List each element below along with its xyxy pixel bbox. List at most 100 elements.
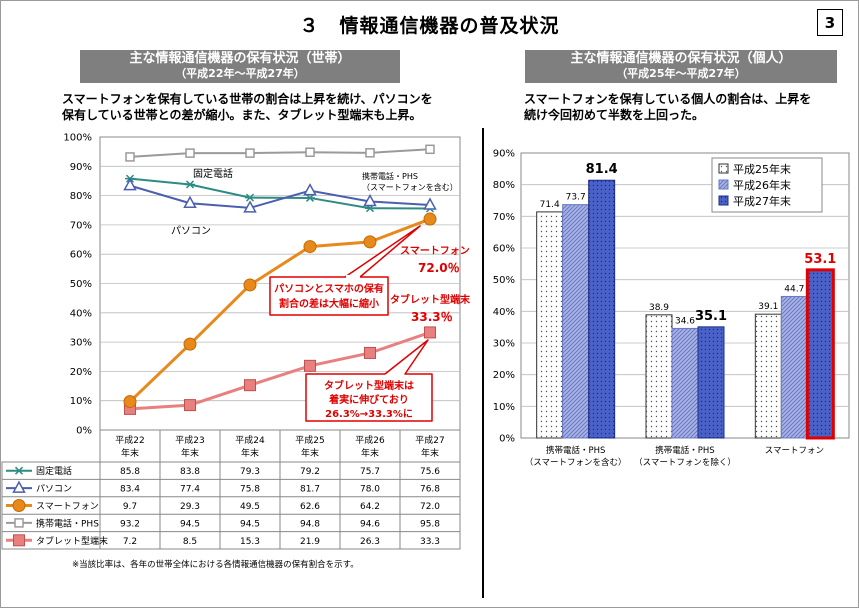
bar-data-label: 38.9 [649, 303, 669, 313]
table-cell: 94.5 [180, 519, 200, 529]
line-point-tablet [424, 326, 436, 339]
table-header-year: 平成23 [175, 434, 204, 446]
line-point-mobile [425, 144, 435, 155]
bar-data-label: 34.6 [675, 316, 695, 326]
line-point-pc [12, 480, 26, 493]
line-series-path-pc [129, 184, 431, 209]
line-label-pc: パソコン [171, 225, 211, 237]
table-header-year: 平成22 [115, 434, 144, 446]
bar-data-label: 35.1 [695, 309, 727, 324]
table-cell: 75.6 [420, 467, 440, 477]
table-header-year: 平成25 [295, 434, 324, 446]
callout-tablet-box [305, 339, 433, 422]
table-header-yearend: 年末 [181, 447, 199, 459]
table-cell: 94.5 [240, 519, 260, 529]
line-point-pc [303, 183, 317, 196]
bar [562, 204, 590, 439]
table-cell: 77.4 [180, 485, 200, 495]
bar-legend-swatch [718, 195, 729, 206]
line-y-tick-label: 90% [70, 162, 92, 173]
table-cell: 76.8 [420, 485, 440, 495]
line-point-mobile [305, 147, 315, 157]
bar-category-sublabel: （スマートフォンを含む） [525, 457, 627, 468]
line-point-smartphone [183, 337, 197, 351]
table-cell: 9.7 [123, 502, 137, 512]
bar-series-2: 81.4 35.1 53.1 [586, 162, 836, 440]
line-y-tick-label: 30% [70, 338, 92, 349]
table-header-year: 平成27 [415, 434, 444, 446]
line-label-smartphone-value: 72.0％ [418, 261, 460, 275]
table-cell: 83.4 [120, 485, 140, 495]
page-number-badge: 3 [817, 9, 843, 36]
table-header-yearend: 年末 [121, 447, 139, 459]
line-label-tablet: タブレット型端末 [390, 293, 471, 306]
bar-y-tick-label: 60% [493, 244, 515, 255]
bar-data-label: 71.4 [540, 200, 560, 210]
callout-tablet-line3: 26.3%→33.3%に [325, 408, 413, 420]
table-row-label-tablet: タブレット型端末 [36, 535, 108, 547]
bar-category-label: 携帯電話・PHS [655, 445, 714, 456]
line-label-smartphone: スマートフォン [400, 245, 470, 257]
table-header-year: 平成26 [355, 434, 385, 446]
table-cell: 33.3 [420, 537, 440, 547]
table-header-yearend: 年末 [241, 447, 259, 459]
left-banner-title: 主な情報通信機器の保有状況（世帯） [129, 51, 351, 66]
bar-y-tick-label: 20% [493, 370, 515, 381]
bar-data-label: 44.7 [784, 284, 804, 294]
line-y-tick-label: 50% [70, 279, 92, 290]
bar-data-label: 39.1 [758, 302, 778, 312]
bar [645, 314, 673, 439]
line-point-tablet [244, 379, 256, 392]
bar-legend-label: 平成26年末 [733, 178, 791, 192]
table-cell: 26.3 [360, 537, 380, 547]
bar-y-tick-label: 10% [493, 402, 515, 413]
table-row-label-mobile: 携帯電話・PHS [36, 517, 99, 529]
line-point-pc [243, 200, 257, 213]
table-row-label-fixed: 固定電話 [36, 465, 72, 477]
line-data-table: 平成22年末平成23年末平成24年末平成25年末平成26年末平成27年末固定電話… [1, 429, 461, 550]
table-cell: 75.8 [240, 485, 260, 495]
line-series-path-smartphone [128, 217, 431, 403]
bar-series-0: 71.4 38.9 39.1 [536, 200, 782, 439]
callout-gap-line2: 割合の差は大幅に縮小 [279, 297, 379, 310]
table-cell: 64.2 [360, 502, 380, 512]
table-cell: 83.8 [180, 467, 200, 477]
line-series-path-tablet [129, 331, 431, 411]
table-header-yearend: 年末 [361, 447, 379, 459]
line-point-mobile [14, 518, 24, 528]
line-series-path-fixed [129, 177, 431, 210]
left-banner: 主な情報通信機器の保有状況（世帯） （平成22年～平成27年） [80, 50, 400, 83]
table-cell: 62.6 [300, 502, 320, 512]
table-cell: 72.0 [420, 502, 440, 512]
bar-y-tick-label: 90% [493, 149, 515, 160]
line-series-pc [123, 178, 437, 213]
table-cell: 94.8 [300, 519, 320, 529]
line-y-tick-label: 20% [70, 367, 92, 378]
line-point-pc [423, 197, 437, 210]
line-point-smartphone [303, 240, 317, 254]
line-point-smartphone [243, 278, 257, 292]
left-description-line2: 保有している世帯との差が縮小。また、タブレット型端末も上昇。 [62, 108, 422, 122]
line-y-tick-label: 40% [70, 308, 92, 319]
bar-y-tick-label: 80% [493, 180, 515, 191]
bar-y-tick-label: 30% [493, 339, 515, 350]
bar-category-label: 携帯電話・PHS [546, 445, 605, 456]
line-y-tick-label: 100% [63, 133, 92, 144]
bar-legend-swatch [718, 163, 729, 174]
callout-tablet-line2: 着実に伸びており [328, 393, 409, 406]
bar [780, 295, 808, 439]
footnote: ※当該比率は、各年の世帯全体における各情報通信機器の保有割合を示す。 [72, 560, 359, 570]
line-point-tablet [13, 534, 25, 547]
line-point-tablet [184, 399, 196, 412]
callout-tablet-line1: タブレット型端末は [324, 379, 414, 392]
table-header-year: 平成24 [235, 434, 265, 446]
line-point-mobile [245, 148, 255, 158]
right-description: スマートフォンを保有している個人の割合は、上昇を 続け今回初めて半数を上回った。 [524, 91, 811, 123]
right-description-line1: スマートフォンを保有している個人の割合は、上昇を [524, 92, 812, 106]
line-point-mobile [125, 152, 135, 162]
bar [805, 268, 835, 440]
line-label-fixed: 固定電話 [193, 167, 233, 180]
